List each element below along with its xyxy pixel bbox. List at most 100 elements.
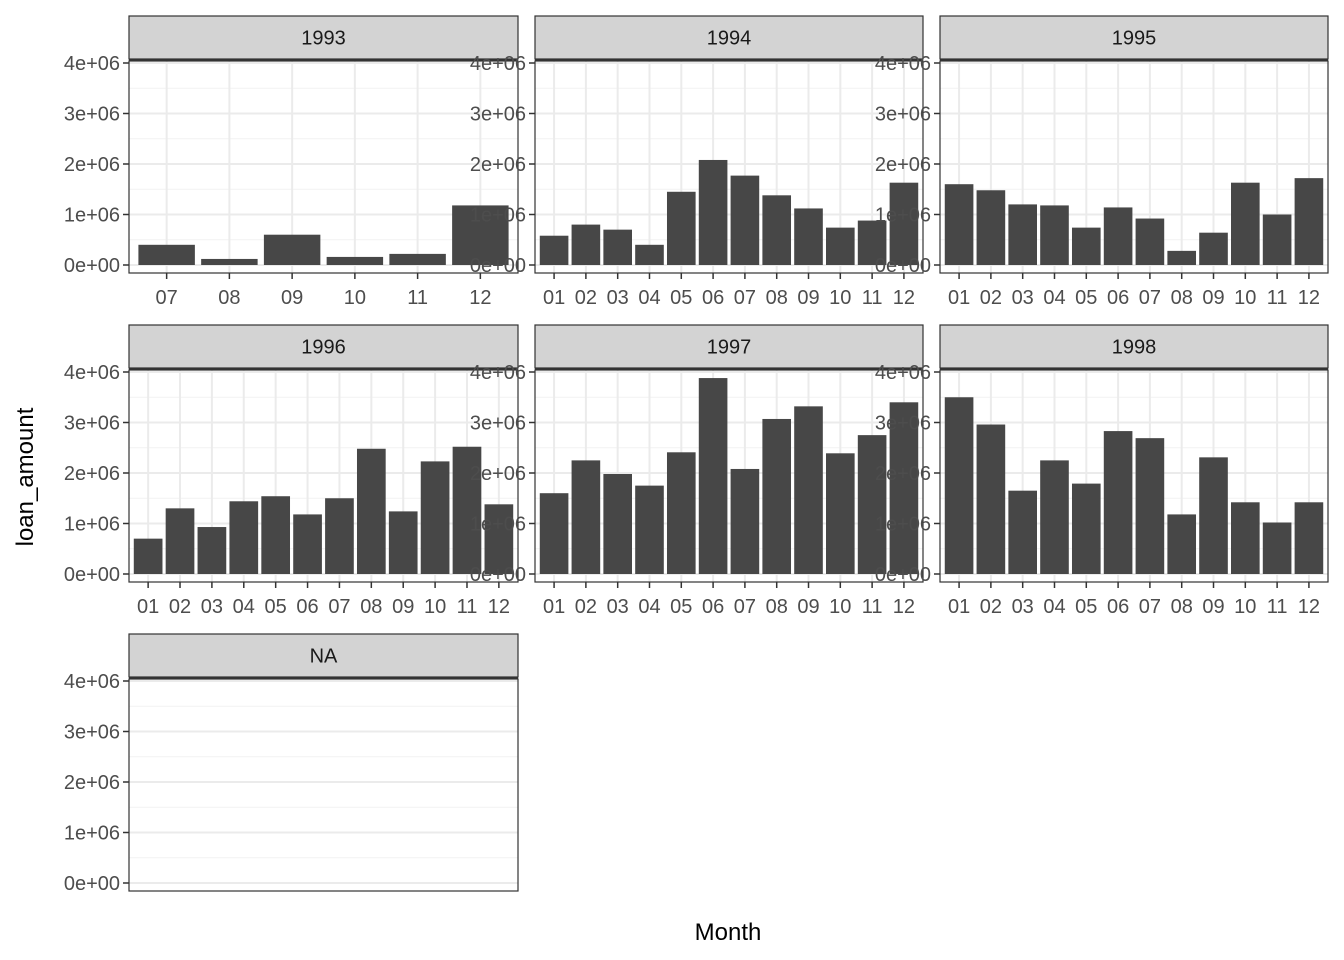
x-tick-label: 09: [281, 287, 303, 309]
y-tick-label: 2e+06: [64, 154, 120, 176]
bar-1996-03: [197, 527, 227, 574]
x-tick-label: 11: [862, 287, 883, 309]
bar-1994-01: [539, 235, 569, 265]
x-tick-label: 06: [702, 287, 724, 309]
bar-1993-10: [326, 256, 384, 265]
facet-panel-NA: NA 0e+00 1e+06 2e+06 3e+06 4e+06: [64, 633, 519, 895]
bar-1993-08: [201, 258, 258, 265]
x-tick-label: 06: [702, 596, 724, 618]
bar-1994-10: [826, 227, 855, 265]
bar-1998-01: [944, 397, 974, 574]
facet-strip-label: 1998: [1112, 337, 1157, 359]
bar-1998-10: [1231, 502, 1260, 574]
y-tick-label: 1e+06: [64, 823, 120, 845]
y-tick-label: 2e+06: [470, 463, 526, 485]
bar-1996-01: [133, 538, 163, 574]
x-tick-label: 04: [1043, 596, 1065, 618]
y-tick-label: 2e+06: [875, 463, 931, 485]
facet-panel-1993: 1993 0e+00 1e+06 2e+06 3e+06 4e+06 07 08 09 10 11 1…: [64, 15, 519, 309]
bar-1997-09: [794, 406, 823, 574]
x-tick-label: 06: [1107, 596, 1129, 618]
bar-1993-11: [389, 253, 446, 265]
x-tick-label: 09: [392, 596, 414, 618]
bar-1994-04: [635, 244, 664, 265]
y-tick-label: 3e+06: [875, 104, 931, 126]
x-tick-label: 12: [893, 596, 915, 618]
bar-1993-09: [263, 234, 321, 265]
x-tick-label: 02: [575, 596, 597, 618]
y-tick-label: 0e+00: [470, 255, 526, 277]
y-tick-label: 1e+06: [470, 205, 526, 227]
x-tick-label: 07: [1139, 596, 1161, 618]
y-tick-label: 2e+06: [64, 463, 120, 485]
x-tick-label: 01: [543, 287, 565, 309]
bar-1998-07: [1135, 438, 1165, 574]
x-tick-label: 10: [424, 596, 446, 618]
x-tick-label: 07: [328, 596, 350, 618]
x-tick-label: 07: [1139, 287, 1161, 309]
facet-strip-label: 1993: [301, 28, 346, 50]
bar-1995-12: [1294, 178, 1324, 265]
bar-1998-08: [1167, 514, 1197, 574]
bar-1998-04: [1040, 460, 1069, 574]
bar-1998-11: [1262, 522, 1292, 574]
facet-strip-label: 1997: [707, 337, 752, 359]
y-tick-label: 4e+06: [470, 53, 526, 75]
y-tick-label: 3e+06: [470, 104, 526, 126]
x-tick-label: 01: [543, 596, 565, 618]
facet-strip: [128, 15, 519, 60]
bar-1998-12: [1294, 502, 1324, 574]
x-tick-label: 06: [1107, 287, 1129, 309]
bar-1995-03: [1008, 204, 1037, 265]
x-tick-label: 04: [1043, 287, 1065, 309]
facet-strip-label: 1994: [707, 28, 752, 50]
y-tick-label: 1e+06: [875, 514, 931, 536]
facet-strip: [534, 15, 924, 60]
y-tick-label: 2e+06: [875, 154, 931, 176]
x-tick-label: 04: [638, 287, 660, 309]
y-tick-label: 2e+06: [64, 772, 120, 794]
x-tick-label: 12: [1298, 287, 1320, 309]
x-tick-label: 10: [1234, 596, 1256, 618]
x-tick-label: 10: [829, 596, 851, 618]
y-tick-label: 1e+06: [470, 514, 526, 536]
facet-strip: [939, 15, 1329, 60]
bar-1996-09: [388, 511, 418, 574]
y-tick-label: 3e+06: [64, 722, 120, 744]
y-tick-label: 3e+06: [875, 413, 931, 435]
bar-1994-02: [571, 224, 601, 265]
facet-strip: [534, 324, 924, 369]
bar-1995-04: [1040, 205, 1069, 265]
facet-strip: [939, 324, 1329, 369]
x-tick-label: 07: [734, 596, 756, 618]
y-tick-label: 1e+06: [64, 514, 120, 536]
x-tick-label: 03: [607, 287, 629, 309]
bar-1996-02: [165, 508, 195, 574]
x-tick-label: 04: [638, 596, 660, 618]
bar-1994-05: [666, 191, 696, 265]
x-tick-label: 05: [670, 596, 692, 618]
bar-1998-03: [1008, 490, 1037, 574]
x-tick-label: 09: [1202, 287, 1224, 309]
x-tick-label: 01: [948, 287, 970, 309]
bar-1996-12: [484, 504, 514, 574]
facet-strip-label: NA: [310, 646, 338, 668]
x-tick-label: 12: [488, 596, 510, 618]
facet-strip-label: 1995: [1112, 28, 1157, 50]
x-tick-label: 01: [948, 596, 970, 618]
facet-panel-1998: 1998 0e+00 1e+06 2e+06 3e+06 4e+06 01 02 03 04 05 0…: [875, 324, 1329, 618]
bar-1996-10: [420, 461, 450, 574]
x-tick-label: 05: [1075, 287, 1097, 309]
y-tick-label: 1e+06: [875, 205, 931, 227]
bar-1998-06: [1103, 431, 1133, 574]
y-tick-label: 0e+00: [64, 873, 120, 895]
bar-1995-02: [976, 190, 1006, 265]
bar-1998-09: [1199, 457, 1228, 574]
x-tick-label: 05: [670, 287, 692, 309]
bar-1994-09: [794, 208, 823, 265]
x-tick-label: 02: [980, 596, 1002, 618]
x-tick-label: 09: [797, 287, 819, 309]
y-tick-label: 4e+06: [64, 362, 120, 384]
x-tick-label: 08: [360, 596, 382, 618]
bar-1997-04: [635, 485, 664, 574]
